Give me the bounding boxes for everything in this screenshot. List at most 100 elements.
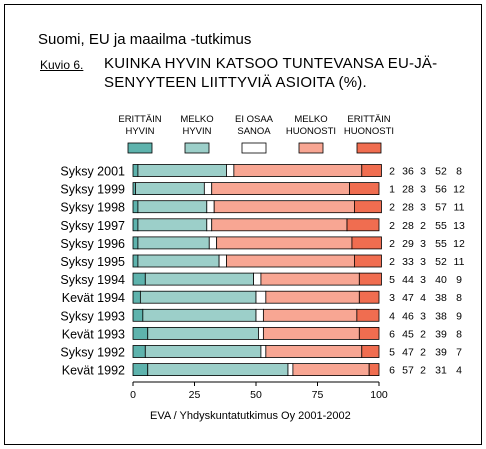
bar-segment-ei-osaa-sanoa	[208, 236, 218, 250]
bar-segment-erittain-hyvin	[132, 200, 139, 214]
bar-segment-erittain-hyvin	[132, 272, 146, 286]
value-label-melko-huonosti: 39	[435, 328, 447, 340]
x-tick-label: 25	[189, 389, 201, 401]
value-label-erittain-huonosti: 8	[456, 328, 462, 340]
bar-segment-erittain-hyvin	[132, 254, 139, 268]
bar-segment-melko-hyvin	[144, 345, 262, 358]
legend-label: HYVIN	[182, 126, 211, 137]
bar-segment-melko-hyvin	[147, 363, 289, 377]
value-label-erittain-hyvin: 2	[389, 238, 395, 250]
bar-segment-erittain-huonosti	[351, 236, 382, 250]
category-label: Syksy 1994	[60, 273, 125, 287]
bar-segment-melko-hyvin	[137, 254, 220, 268]
value-label-melko-hyvin: 28	[402, 220, 414, 232]
legend-swatch	[356, 142, 382, 154]
category-label: Syksy 1998	[60, 201, 125, 215]
legend-label: MELKO	[180, 114, 213, 125]
value-label-ei-osaa-sanoa: 2	[420, 328, 426, 340]
bar-segment-melko-hyvin	[137, 236, 210, 250]
value-label-melko-hyvin: 45	[402, 328, 414, 340]
figure-supertitle: Suomi, EU ja maailma -tutkimus	[38, 31, 252, 48]
bar-segment-erittain-hyvin	[132, 326, 149, 340]
value-label-erittain-huonosti: 12	[453, 184, 465, 196]
legend-label: SANOA	[237, 126, 271, 137]
value-label-melko-huonosti: 40	[435, 274, 447, 286]
value-label-erittain-huonosti: 11	[454, 202, 465, 214]
bar-segment-melko-hyvin	[142, 308, 257, 322]
category-label: Syksy 1997	[60, 219, 125, 233]
bar-segment-erittain-huonosti	[346, 218, 380, 232]
value-label-erittain-huonosti: 8	[456, 166, 462, 178]
bar-segment-erittain-huonosti	[353, 200, 382, 214]
legend-label: HUONOSTI	[286, 126, 336, 137]
bar-segment-melko-huonosti	[213, 200, 355, 214]
value-label-melko-huonosti: 38	[435, 310, 447, 322]
bar-segment-erittain-huonosti	[361, 345, 380, 358]
value-label-erittain-hyvin: 5	[389, 347, 395, 359]
value-label-melko-huonosti: 52	[435, 256, 447, 268]
bar-row-kevat-1993: Kevät 1993 6 45 2 39 8	[62, 326, 462, 341]
legend-swatch	[127, 142, 153, 154]
bar-segment-ei-osaa-sanoa	[206, 218, 213, 232]
bar-segment-erittain-huonosti	[356, 308, 380, 322]
value-label-erittain-huonosti: 12	[453, 238, 465, 250]
value-label-melko-hyvin: 28	[402, 184, 414, 196]
bar-segment-melko-hyvin	[144, 272, 254, 286]
value-label-erittain-hyvin: 6	[389, 328, 395, 340]
bar-row-syksy-1996: Syksy 1996 2 29 3 55 12	[60, 236, 465, 251]
x-axis: 0 25 50 75 100	[130, 381, 388, 401]
bar-segment-melko-hyvin	[137, 218, 208, 232]
value-label-ei-osaa-sanoa: 3	[420, 238, 426, 250]
value-label-melko-hyvin: 36	[402, 166, 414, 178]
bar-segment-melko-huonosti	[265, 345, 363, 358]
value-label-ei-osaa-sanoa: 2	[420, 220, 426, 232]
chart-title-line-1: KUINKA HYVIN KATSOO TUNTEVANSA EU-JÄ-	[104, 55, 438, 72]
category-label: Syksy 1992	[60, 346, 125, 360]
bar-segment-melko-huonosti	[226, 254, 355, 268]
bar-segment-melko-huonosti	[233, 164, 363, 177]
bar-segment-ei-osaa-sanoa	[260, 345, 267, 358]
bar-segment-ei-osaa-sanoa	[226, 164, 235, 177]
value-label-melko-huonosti: 55	[435, 220, 447, 232]
bar-segment-ei-osaa-sanoa	[253, 272, 262, 286]
bar-segment-melko-huonosti	[216, 236, 353, 250]
bar-segment-ei-osaa-sanoa	[218, 254, 227, 268]
category-label: Kevät 1992	[62, 364, 125, 378]
bar-segment-ei-osaa-sanoa	[206, 200, 215, 214]
figure-number: Kuvio 6.	[40, 58, 84, 72]
x-tick-label: 75	[312, 389, 324, 401]
x-tick-label: 0	[130, 389, 136, 401]
value-label-melko-huonosti: 56	[435, 184, 447, 196]
bar-segment-ei-osaa-sanoa	[203, 182, 213, 196]
category-label: Kevät 1994	[62, 291, 125, 305]
value-label-melko-hyvin: 33	[402, 256, 414, 268]
value-label-melko-hyvin: 44	[402, 274, 414, 286]
category-label: Syksy 2001	[60, 165, 125, 179]
bar-row-syksy-1997: Syksy 1997 2 28 2 55 13	[60, 218, 465, 233]
legend-label: ERITTÄIN	[347, 114, 390, 125]
category-label: Kevät 1993	[62, 327, 125, 341]
bar-segment-ei-osaa-sanoa	[255, 308, 264, 322]
value-label-ei-osaa-sanoa: 4	[420, 292, 426, 304]
bar-segment-melko-huonosti	[292, 363, 370, 377]
value-label-ei-osaa-sanoa: 3	[420, 166, 426, 178]
value-label-melko-hyvin: 57	[402, 365, 414, 377]
value-label-melko-huonosti: 55	[435, 238, 447, 250]
bar-row-kevat-1994: Kevät 1994 3 47 4 38 8	[62, 290, 462, 305]
value-label-erittain-hyvin: 2	[389, 202, 395, 214]
value-label-erittain-hyvin: 1	[389, 184, 395, 196]
category-label: Syksy 1995	[60, 255, 125, 269]
value-label-ei-osaa-sanoa: 2	[420, 347, 426, 359]
bar-segment-erittain-huonosti	[358, 290, 380, 304]
bar-row-syksy-1999: Syksy 1999 1 28 3 56 12	[60, 182, 465, 197]
legend-swatch	[298, 142, 324, 154]
value-label-ei-osaa-sanoa: 3	[420, 184, 426, 196]
value-label-melko-huonosti: 57	[435, 202, 447, 214]
value-label-erittain-huonosti: 11	[454, 256, 465, 268]
bar-segment-erittain-hyvin	[132, 236, 139, 250]
value-label-melko-huonosti: 52	[435, 166, 447, 178]
bar-segment-melko-huonosti	[262, 308, 358, 322]
bar-segment-ei-osaa-sanoa	[255, 290, 267, 304]
bar-segment-ei-osaa-sanoa	[258, 326, 264, 340]
